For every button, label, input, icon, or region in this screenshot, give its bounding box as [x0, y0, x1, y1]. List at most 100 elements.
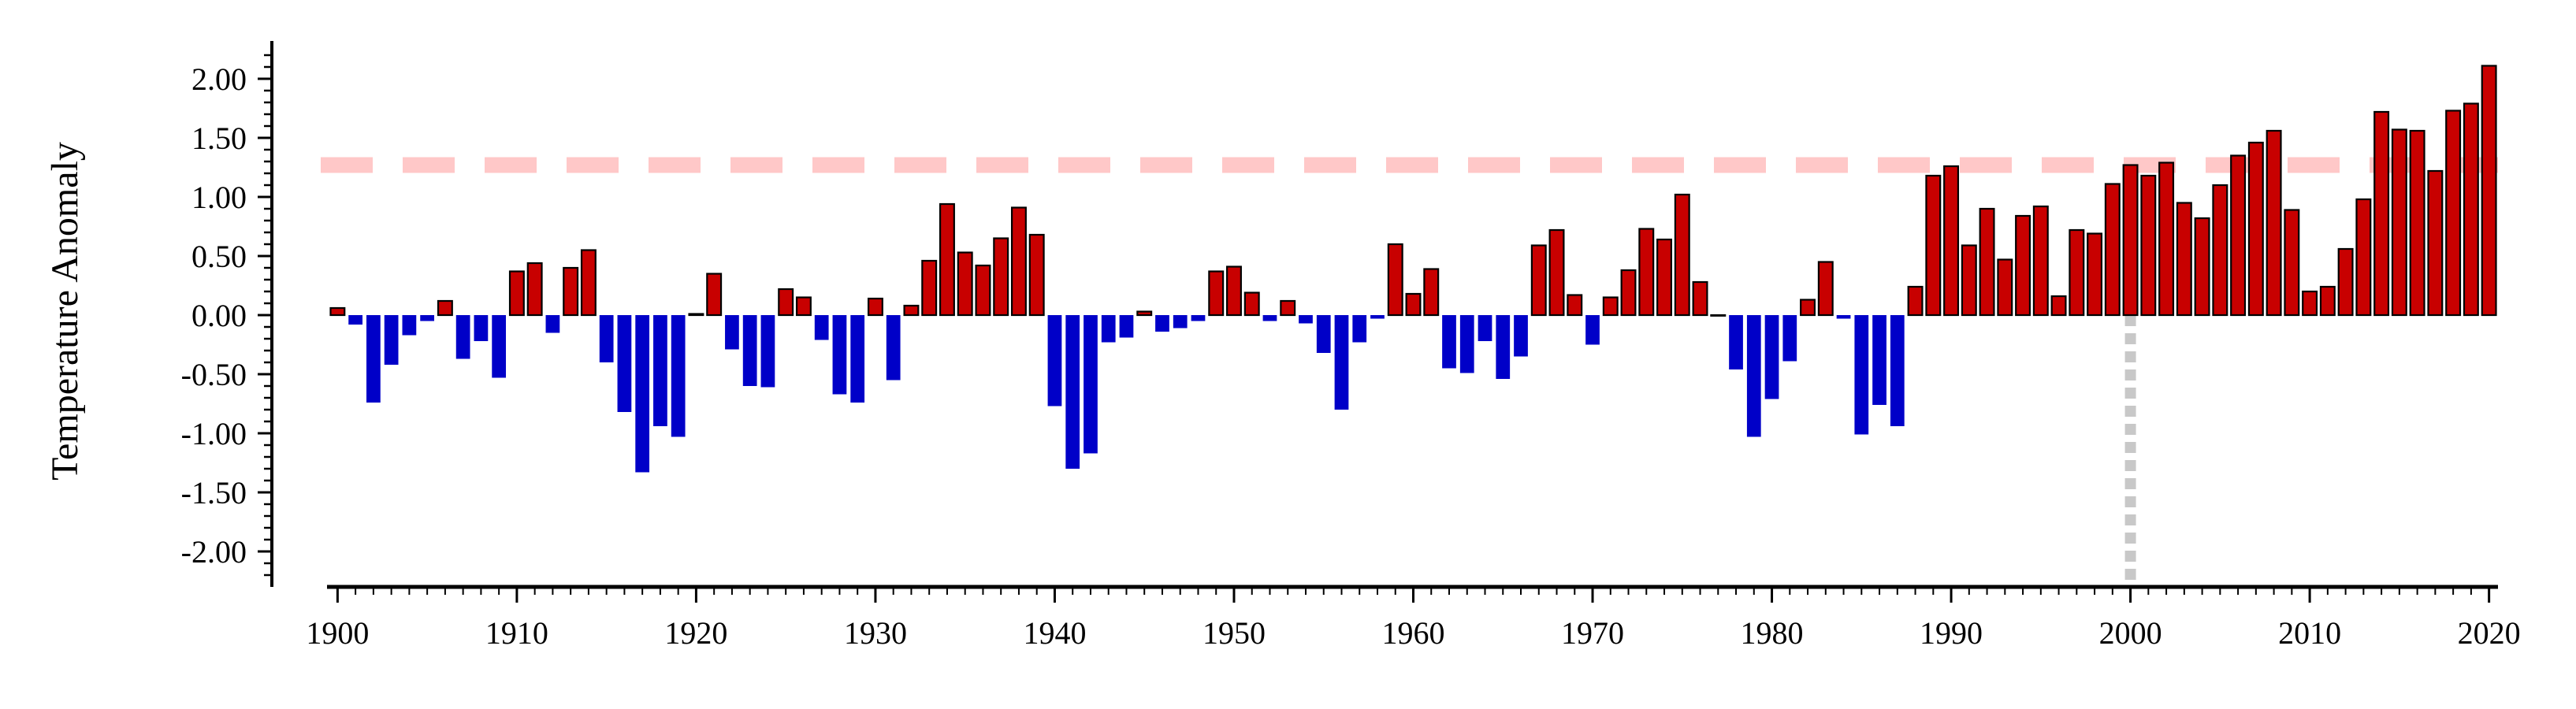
- bar-1987: [1890, 315, 1905, 426]
- bar-1966: [1514, 315, 1528, 357]
- bar-1992: [1979, 207, 1995, 317]
- y-tick-label--2.00: -2.00: [181, 534, 247, 570]
- bar-1981: [1782, 315, 1797, 362]
- bar-1967: [1530, 244, 1547, 317]
- bar-1964: [1478, 315, 1492, 341]
- y-tick-label--0.50: -0.50: [181, 357, 247, 392]
- bar-1917: [635, 315, 650, 473]
- y-axis-label-group: Temperature Anomaly: [44, 142, 86, 481]
- x-tick-label-1950: 1950: [1203, 615, 1266, 651]
- bar-1932: [903, 304, 920, 317]
- bar-1936: [975, 264, 991, 317]
- bar-1906: [437, 299, 453, 317]
- bar-1912: [545, 315, 560, 333]
- bar-1935: [957, 251, 973, 317]
- x-tick-label-1900: 1900: [306, 615, 369, 651]
- bar-2006: [2230, 154, 2247, 317]
- bar-1986: [1872, 315, 1886, 405]
- bar-1973: [1638, 228, 1655, 317]
- bar-1996: [2050, 295, 2067, 317]
- bar-1953: [1280, 299, 1296, 317]
- bar-1969: [1567, 294, 1583, 317]
- y-tick-label-0.50: 0.50: [191, 239, 247, 274]
- bar-1949: [1208, 270, 1225, 317]
- bar-1963: [1459, 315, 1474, 373]
- y-tick-label-2.00: 2.00: [191, 61, 247, 97]
- bar-1929: [850, 315, 865, 403]
- bar-1901: [348, 315, 363, 325]
- bar-1934: [939, 202, 955, 317]
- bar-1958: [1370, 315, 1385, 319]
- bar-2016: [2409, 129, 2425, 317]
- bar-1974: [1656, 238, 1673, 317]
- bar-2005: [2212, 184, 2228, 317]
- bar-1978: [1729, 315, 1743, 369]
- bar-1913: [563, 266, 579, 317]
- bar-1921: [706, 273, 723, 317]
- bar-1994: [2015, 214, 2031, 317]
- bar-2012: [2337, 247, 2354, 317]
- bar-1955: [1316, 315, 1331, 353]
- bar-1982: [1800, 299, 1816, 317]
- bar-1922: [725, 315, 739, 350]
- x-tick-label-1990: 1990: [1920, 615, 1983, 651]
- bar-1970: [1585, 315, 1600, 345]
- y-tick-label--1.50: -1.50: [181, 475, 247, 510]
- bar-1968: [1548, 228, 1565, 317]
- bar-2018: [2445, 110, 2462, 317]
- bar-2011: [2319, 285, 2336, 317]
- bar-1907: [455, 315, 470, 359]
- bar-1959: [1387, 243, 1403, 317]
- bar-2000: [2122, 164, 2139, 317]
- bar-1961: [1423, 268, 1440, 317]
- bar-1983: [1817, 261, 1834, 317]
- bar-1984: [1836, 315, 1851, 319]
- bar-2002: [2158, 161, 2175, 317]
- bar-1962: [1442, 315, 1456, 369]
- bar-1971: [1602, 296, 1619, 317]
- bar-1939: [1028, 233, 1045, 317]
- bar-2009: [2284, 209, 2300, 317]
- bar-1915: [599, 315, 614, 362]
- y-tick-label--1.00: -1.00: [181, 416, 247, 451]
- bar-1995: [2032, 205, 2049, 317]
- bar-1900: [329, 306, 346, 317]
- bar-1951: [1243, 291, 1260, 317]
- bar-2008: [2266, 129, 2282, 317]
- bar-1909: [492, 315, 507, 378]
- bar-2013: [2355, 198, 2372, 317]
- bar-1993: [1997, 258, 2013, 317]
- bar-2003: [2176, 202, 2192, 317]
- bar-1946: [1155, 315, 1169, 332]
- bar-2007: [2247, 141, 2264, 317]
- bar-1937: [993, 237, 1009, 317]
- bar-1920: [688, 313, 704, 317]
- bar-1942: [1084, 315, 1098, 454]
- x-tick-label-1970: 1970: [1561, 615, 1624, 651]
- y-tick-label-0.00: 0.00: [191, 298, 247, 333]
- bar-1923: [742, 315, 757, 386]
- y-tick-label-1.00: 1.00: [191, 180, 247, 215]
- bar-1975: [1674, 193, 1690, 317]
- bar-2010: [2302, 290, 2318, 317]
- bar-1916: [617, 315, 632, 412]
- bar-1925: [778, 288, 794, 317]
- bar-1985: [1854, 315, 1869, 435]
- x-tick-label-1980: 1980: [1741, 615, 1804, 651]
- y-axis-label: Temperature Anomaly: [44, 142, 86, 481]
- bar-1954: [1299, 315, 1313, 324]
- bar-1977: [1710, 314, 1727, 317]
- bar-1933: [921, 259, 938, 317]
- bar-1957: [1352, 315, 1367, 343]
- bar-1950: [1226, 265, 1242, 317]
- bar-1902: [366, 315, 381, 403]
- bar-1940: [1047, 315, 1062, 406]
- bar-2004: [2194, 217, 2210, 317]
- bar-1956: [1334, 315, 1349, 410]
- x-tick-label-2000: 2000: [2099, 615, 2162, 651]
- bar-1948: [1191, 315, 1206, 321]
- bar-1930: [867, 297, 883, 317]
- bars: [329, 65, 2497, 473]
- bar-1999: [2104, 183, 2121, 317]
